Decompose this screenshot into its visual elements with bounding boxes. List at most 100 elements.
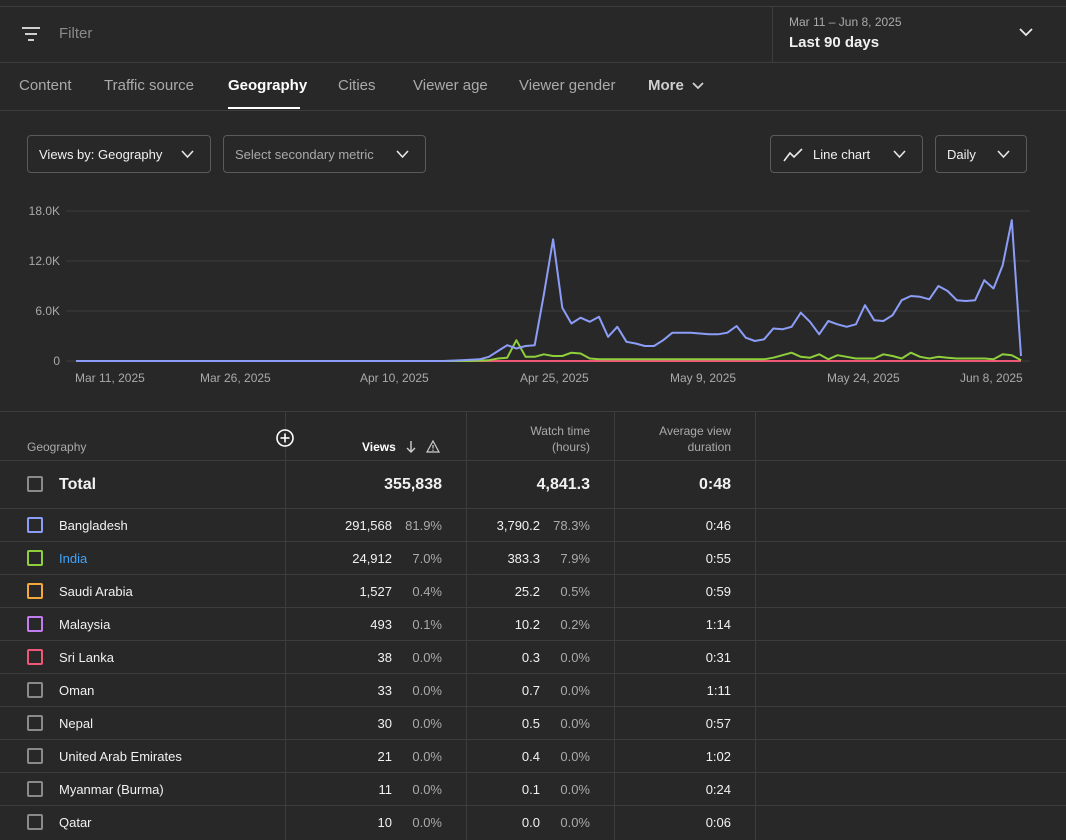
table-row[interactable]: Nepal 30 0.0% 0.5 0.0% 0:57 <box>0 706 1066 740</box>
chevron-down-icon <box>997 150 1010 159</box>
x-tick-label: Mar 11, 2025 <box>75 371 145 385</box>
add-column-icon[interactable] <box>276 429 294 447</box>
row-views-percent: 0.0% <box>412 650 442 665</box>
row-views: 33 <box>377 683 392 698</box>
row-average-duration: 0:24 <box>705 782 731 797</box>
row-views-percent: 7.0% <box>412 551 442 566</box>
row-geography: Qatar <box>59 815 92 830</box>
table-row[interactable]: India 24,912 7.0% 383.3 7.9% 0:55 <box>0 541 1066 575</box>
row-checkbox[interactable] <box>27 616 43 632</box>
header-geography[interactable]: Geography <box>27 440 87 454</box>
tab-viewer-age[interactable]: Viewer age <box>413 77 488 94</box>
row-watch-time: 0.4 <box>521 749 540 764</box>
row-watch-time: 3,790.2 <box>496 518 540 533</box>
total-row: Total 355,838 4,841.3 0:48 <box>0 460 1066 508</box>
table-row[interactable]: Bangladesh 291,568 81.9% 3,790.2 78.3% 0:46 <box>0 508 1066 542</box>
row-checkbox[interactable] <box>27 814 43 830</box>
chart-type-dropdown[interactable]: Line chart <box>770 135 923 173</box>
row-checkbox[interactable] <box>27 517 43 533</box>
total-views: 355,838 <box>384 476 442 493</box>
chevron-down-icon <box>396 150 409 159</box>
row-watch-time-percent: 7.9% <box>560 551 590 566</box>
y-tick-label: 0 <box>53 354 60 368</box>
chevron-down-icon <box>692 82 704 90</box>
row-watch-time-percent: 0.0% <box>560 683 590 698</box>
primary-metric-dropdown[interactable]: Views by: Geography <box>27 135 211 173</box>
tab-content[interactable]: Content <box>19 77 72 94</box>
row-views-percent: 0.0% <box>412 716 442 731</box>
row-watch-time: 0.0 <box>521 815 540 830</box>
row-watch-time: 0.3 <box>521 650 540 665</box>
tab-more[interactable]: More <box>648 77 704 94</box>
series-line-bangladesh[interactable] <box>76 219 1022 362</box>
warning-icon[interactable] <box>426 440 440 453</box>
line-chart-icon <box>783 148 803 162</box>
row-views: 493 <box>370 617 392 632</box>
row-checkbox[interactable] <box>27 583 43 599</box>
chevron-down-icon <box>181 150 194 159</box>
table-row[interactable]: United Arab Emirates 21 0.0% 0.4 0.0% 1:02 <box>0 739 1066 773</box>
column-divider <box>614 412 615 840</box>
tab-geography[interactable]: Geography <box>228 77 308 94</box>
row-views-percent: 0.0% <box>412 782 442 797</box>
row-checkbox[interactable] <box>27 748 43 764</box>
row-watch-time: 0.1 <box>521 782 540 797</box>
header-watch-time[interactable]: Watch time (hours) <box>480 423 590 455</box>
row-watch-time-percent: 0.5% <box>560 584 590 599</box>
tab-cities[interactable]: Cities <box>338 77 376 94</box>
table-row[interactable]: Malaysia 493 0.1% 10.2 0.2% 1:14 <box>0 607 1066 641</box>
row-checkbox[interactable] <box>27 550 43 566</box>
row-views: 24,912 <box>352 551 392 566</box>
table-row[interactable]: Qatar 10 0.0% 0.0 0.0% 0:06 <box>0 805 1066 839</box>
chevron-down-icon <box>1019 28 1033 37</box>
row-views: 1,527 <box>359 584 392 599</box>
row-views-percent: 0.0% <box>412 749 442 764</box>
row-watch-time: 0.7 <box>521 683 540 698</box>
row-watch-time-percent: 0.0% <box>560 782 590 797</box>
chart-type-label: Line chart <box>813 147 871 162</box>
row-average-duration: 0:55 <box>705 551 731 566</box>
row-views-percent: 0.1% <box>412 617 442 632</box>
interval-label: Daily <box>947 147 976 162</box>
row-checkbox[interactable] <box>27 682 43 698</box>
table-row[interactable]: Oman 33 0.0% 0.7 0.0% 1:11 <box>0 673 1066 707</box>
top-divider <box>0 6 1066 7</box>
row-geography: Nepal <box>59 716 93 731</box>
row-watch-time: 0.5 <box>521 716 540 731</box>
row-watch-time-percent: 78.3% <box>553 518 590 533</box>
geography-table: Geography Views Watch time (hours) Avera… <box>0 411 1066 840</box>
row-views-percent: 0.0% <box>412 683 442 698</box>
row-views: 10 <box>377 815 392 830</box>
row-geography: United Arab Emirates <box>59 749 182 764</box>
header-average-line2: duration <box>687 440 731 454</box>
row-checkbox[interactable] <box>27 781 43 797</box>
total-checkbox[interactable] <box>27 476 43 492</box>
tab-more-label: More <box>648 77 684 94</box>
filter-icon[interactable] <box>22 26 40 42</box>
sort-arrow-down-icon[interactable] <box>405 440 417 454</box>
table-row[interactable]: Saudi Arabia 1,527 0.4% 25.2 0.5% 0:59 <box>0 574 1066 608</box>
tab-traffic-source[interactable]: Traffic source <box>104 77 195 94</box>
secondary-metric-dropdown[interactable]: Select secondary metric <box>223 135 426 173</box>
row-geography: Oman <box>59 683 95 698</box>
header-average-view-duration[interactable]: Average view duration <box>620 423 731 455</box>
column-divider <box>755 412 756 840</box>
row-average-duration: 0:59 <box>705 584 731 599</box>
tab-viewer-gender[interactable]: Viewer gender <box>519 77 616 94</box>
row-checkbox[interactable] <box>27 715 43 731</box>
date-range-label: Last 90 days <box>789 34 880 51</box>
row-views: 38 <box>377 650 392 665</box>
row-checkbox[interactable] <box>27 649 43 665</box>
interval-dropdown[interactable]: Daily <box>935 135 1027 173</box>
table-row[interactable]: Sri Lanka 38 0.0% 0.3 0.0% 0:31 <box>0 640 1066 674</box>
filter-input[interactable]: Filter <box>59 25 93 42</box>
series-line-india[interactable] <box>76 339 1022 362</box>
row-geography: Malaysia <box>59 617 111 632</box>
column-divider <box>285 412 286 840</box>
table-row[interactable]: Myanmar (Burma) 11 0.0% 0.1 0.0% 0:24 <box>0 772 1066 806</box>
date-range-picker[interactable]: Mar 11 – Jun 8, 2025 Last 90 days <box>772 7 1066 62</box>
secondary-metric-label: Select secondary metric <box>235 147 374 162</box>
row-geography[interactable]: India <box>59 551 88 566</box>
header-views[interactable]: Views <box>362 440 396 454</box>
row-geography: Bangladesh <box>59 518 128 533</box>
